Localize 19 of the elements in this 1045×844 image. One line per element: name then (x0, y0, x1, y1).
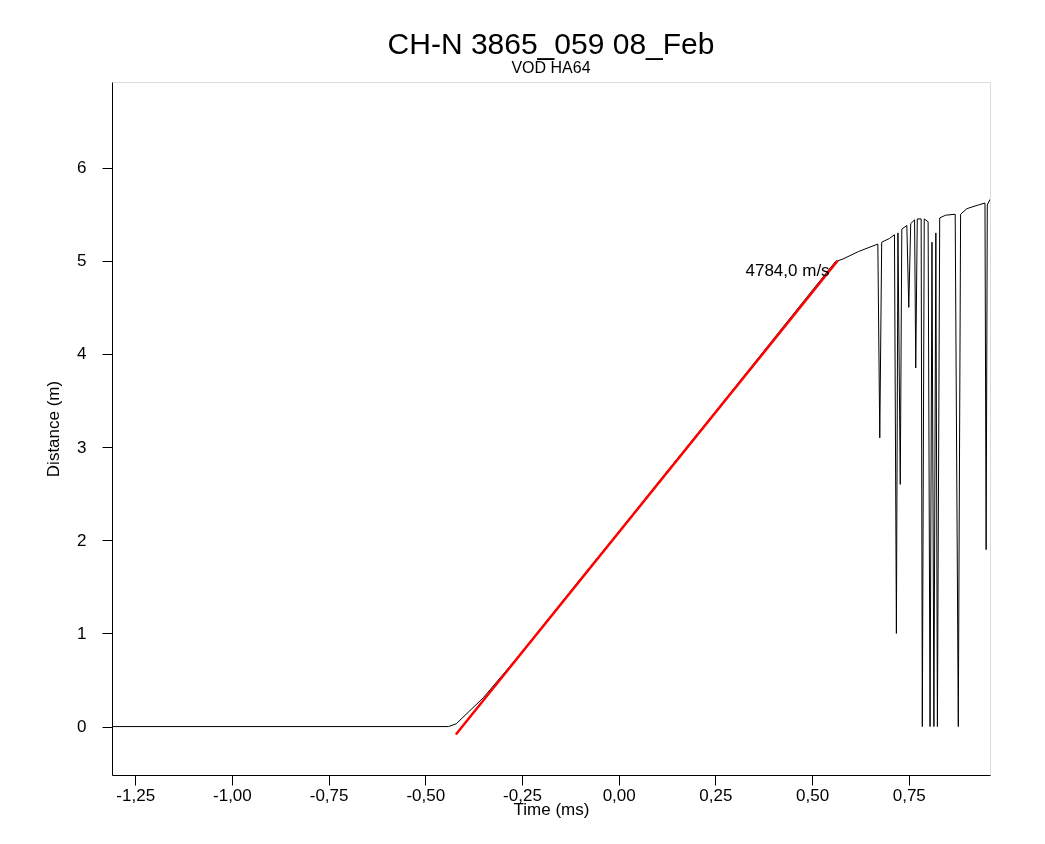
y-axis-title: Distance (m) (44, 380, 64, 478)
annotation: 4784,0 m/s (745, 260, 830, 280)
x-tick-label: 0,75 (892, 785, 926, 805)
x-tick-label: -0,75 (309, 785, 349, 805)
chart-title: CH-N 3865_059 08_Feb (387, 27, 715, 60)
chart-subtitle: VOD HA64 (511, 59, 591, 76)
y-tick-label: 0 (77, 717, 87, 737)
y-tick-label: 3 (77, 437, 87, 457)
x-tick-label: -1,00 (213, 785, 252, 805)
y-tick-label: 4 (77, 344, 87, 364)
x-tick-label: -1,25 (116, 785, 156, 805)
y-tick-label: 5 (77, 251, 87, 271)
y-tick-label: 6 (77, 158, 87, 178)
y-tick-label: 2 (77, 530, 87, 550)
x-tick-label: 0,00 (602, 785, 636, 805)
x-tick-label: 0,25 (699, 785, 733, 805)
y-tick-label: 1 (77, 623, 87, 643)
x-tick-label: -0,50 (406, 785, 446, 805)
x-tick-label: 0,50 (796, 785, 830, 805)
